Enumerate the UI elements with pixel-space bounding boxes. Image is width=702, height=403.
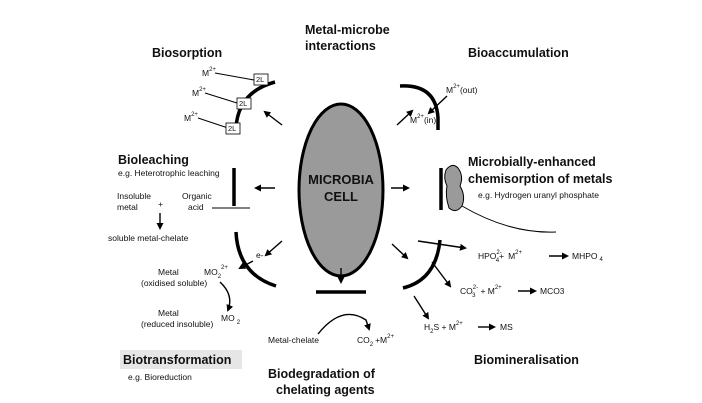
bioaccumulation-membrane xyxy=(399,84,440,130)
biodegradation-title-line2: chelating agents xyxy=(276,383,375,397)
ligand-box-1: 2L xyxy=(253,73,269,86)
bioaccumulation-uptake-arrow xyxy=(427,95,448,115)
bioaccumulation-m-out: M2+(out) xyxy=(446,84,478,95)
reaction-co3: CO2-3 + M2+ xyxy=(460,285,502,299)
top-heading-line1: Metal-microbe xyxy=(305,23,390,37)
arrow-to-biomineralisation xyxy=(391,243,409,260)
biosorption-ion-3: M2+ xyxy=(184,112,198,123)
metal-reduced-line1: Metal xyxy=(158,308,179,318)
electron-label: e- xyxy=(256,250,264,260)
biosorption-ions: M2+ M2+ M2+ xyxy=(184,67,255,129)
biosorption-ion-2: M2+ xyxy=(192,87,206,98)
chemisorption-precipitate xyxy=(444,164,465,212)
svg-text:2L: 2L xyxy=(239,99,247,108)
metal-oxidised-line1: Metal xyxy=(158,267,179,277)
reduction-arrow xyxy=(219,281,234,312)
metal-chelate-label: Metal-chelate xyxy=(268,335,319,345)
reaction-co3-product: MCO3 xyxy=(540,286,565,296)
cell-label-line1: MICROBIA xyxy=(308,172,374,187)
arrow-to-biotransformation xyxy=(264,240,283,257)
biomin-arrow-1 xyxy=(417,240,467,251)
arrow-to-bioaccumulation xyxy=(396,109,414,126)
biodegradation-arrow xyxy=(317,313,371,335)
biotransformation-highlight xyxy=(120,350,242,369)
arrow-to-biosorption xyxy=(263,110,283,126)
reaction-hpo4-product: MHPO 4 xyxy=(572,251,604,263)
organic-acid-line2: acid xyxy=(188,202,204,212)
cell-label-line2: CELL xyxy=(324,189,358,204)
mo2-ion-label: MO22+ xyxy=(204,265,228,280)
bioleaching-subtitle: e.g. Heterotrophic leaching xyxy=(118,168,220,178)
biomin-arrow-2 xyxy=(431,261,452,288)
biosorption-bond-2 xyxy=(204,92,238,104)
biosorption-bond-3 xyxy=(197,117,229,129)
soluble-metal-chelate: soluble metal-chelate xyxy=(108,233,189,243)
metal-oxidised-line2: (oxidised soluble) xyxy=(141,278,207,288)
biomin-arrow-3 xyxy=(413,295,430,320)
chemisorption-title-line2: chemisorption of metals xyxy=(468,172,613,186)
chemisorption-subtitle: e.g. Hydrogen uranyl phosphate xyxy=(478,190,599,200)
bioaccumulation-m-in: M2+(in) xyxy=(410,114,436,125)
biotransformation-title: Biotransformation xyxy=(123,353,231,367)
ligand-box-3: 2L xyxy=(225,122,241,135)
reaction-h2s: H2S + M2+ xyxy=(424,321,463,335)
biomineralisation-title: Biomineralisation xyxy=(474,353,579,367)
top-heading-line2: interactions xyxy=(305,39,376,53)
chemisorption-connector xyxy=(461,205,557,233)
bioaccumulation-title: Bioaccumulation xyxy=(468,46,569,60)
electron-arrow xyxy=(238,260,254,269)
mo2-label: MO 2 xyxy=(221,313,241,326)
biosorption-title: Biosorption xyxy=(152,46,222,60)
biotransformation-membrane xyxy=(234,231,277,288)
biosorption-bond-1 xyxy=(214,72,255,81)
biodegradation-title-line1: Biodegradation of xyxy=(268,367,376,381)
organic-acid-line1: Organic xyxy=(182,191,213,201)
reaction-hpo4: HPO2-4+ M2+ xyxy=(478,250,523,264)
metal-reduced-line2: (reduced insoluble) xyxy=(141,319,213,329)
insoluble-metal-line1: Insoluble xyxy=(117,191,151,201)
co2-m-label: CO2 +M2+ xyxy=(357,334,394,348)
chemisorption-title-line1: Microbially-enhanced xyxy=(468,155,596,169)
svg-text:2L: 2L xyxy=(256,75,264,84)
bioleaching-plus: + xyxy=(158,199,163,209)
biomineralisation-membrane xyxy=(402,239,442,290)
ligand-box-2: 2L xyxy=(236,97,252,110)
biosorption-ion-1: M2+ xyxy=(202,67,216,78)
insoluble-metal-line2: metal xyxy=(117,202,138,212)
svg-text:2L: 2L xyxy=(228,124,236,133)
biotransformation-subtitle: e.g. Bioreduction xyxy=(128,372,192,382)
reaction-h2s-product: MS xyxy=(500,322,513,332)
bioleaching-title: Bioleaching xyxy=(118,153,189,167)
